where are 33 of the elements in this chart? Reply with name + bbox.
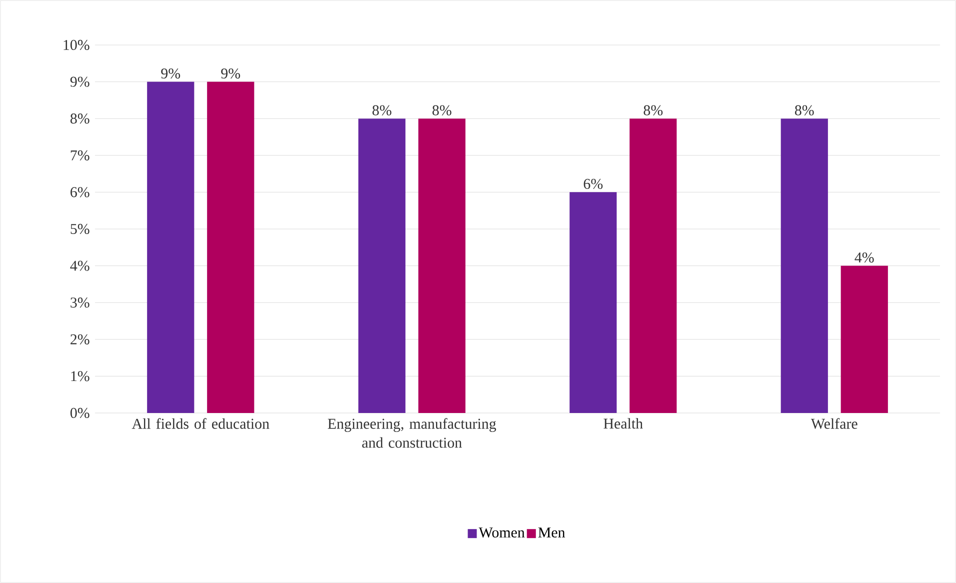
data-label: 9% — [221, 68, 240, 79]
x-tick-label: All fields of education — [132, 418, 270, 429]
x-tick-label: Engineering, manufacturing and construction — [328, 418, 496, 448]
y-tick-label: 8% — [70, 114, 90, 124]
legend-label: Men — [538, 528, 566, 538]
y-tick-label: 9% — [70, 76, 90, 87]
data-label: 8% — [794, 105, 814, 116]
bar — [780, 118, 828, 413]
bar — [207, 82, 254, 413]
bar — [630, 118, 677, 413]
y-tick-label: 10% — [64, 40, 90, 50]
x-tick-label: Welfare — [810, 418, 858, 429]
y-tick-label: 7% — [70, 150, 90, 160]
data-label: 8% — [372, 105, 392, 116]
legend-label: Women — [478, 528, 525, 538]
y-tick-label: 5% — [70, 224, 90, 234]
data-label: 4% — [854, 252, 874, 263]
y-tick-label: 1% — [71, 371, 90, 382]
data-label: 6% — [584, 178, 603, 189]
y-tick-label: 2% — [70, 334, 90, 344]
bar — [840, 266, 888, 413]
x-tick-label: Health — [604, 418, 643, 429]
data-label: 8% — [644, 105, 663, 116]
bar — [570, 192, 617, 413]
y-tick-label: 6% — [70, 187, 90, 198]
data-label: 9% — [161, 68, 180, 79]
y-tick-label: 4% — [70, 260, 90, 271]
data-label: 8% — [432, 105, 452, 116]
bar — [418, 118, 466, 413]
y-tick-label: 3% — [70, 298, 90, 308]
y-tick-label: 0% — [70, 408, 90, 418]
bar — [358, 118, 406, 413]
bar — [147, 82, 194, 413]
